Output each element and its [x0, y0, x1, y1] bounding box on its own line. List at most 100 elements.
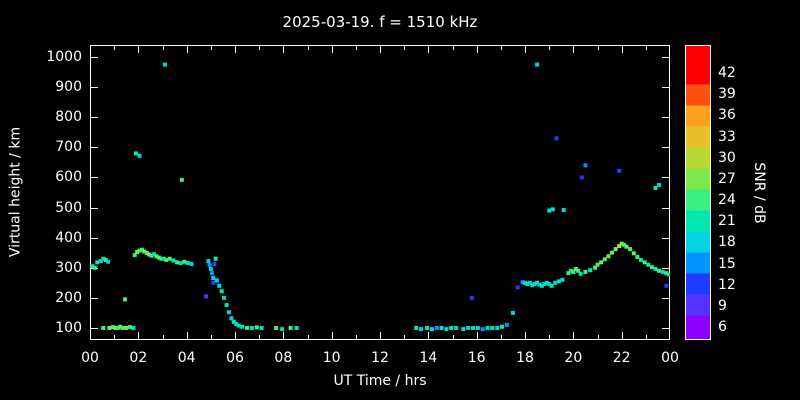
data-point [624, 244, 629, 249]
data-point [520, 280, 525, 285]
data-point [207, 262, 212, 267]
chart-title: 2025-03-19. f = 1510 kHz [282, 13, 478, 31]
data-point [118, 324, 123, 329]
data-point [212, 262, 217, 267]
data-point [471, 325, 476, 330]
data-point [549, 283, 554, 288]
data-point [135, 250, 140, 255]
data-point [132, 253, 137, 258]
colorbar-tick-label: 36 [718, 107, 736, 124]
data-point [666, 272, 671, 277]
data-point [206, 259, 211, 264]
data-point [222, 295, 227, 300]
data-point [504, 322, 509, 327]
data-point [535, 280, 540, 285]
x-tick-label: 12 [371, 350, 389, 366]
data-point [542, 282, 547, 287]
x-tick-label: 20 [564, 350, 583, 366]
data-point [294, 325, 299, 330]
data-point [535, 62, 540, 67]
data-point [606, 254, 611, 259]
x-tick-label: 06 [226, 350, 244, 366]
data-point [583, 269, 588, 274]
colorbar-tick-label: 9 [718, 297, 727, 314]
data-point [178, 261, 183, 266]
data-point [106, 259, 111, 264]
data-point [234, 322, 239, 327]
data-point [628, 247, 633, 252]
scatter-plot [90, 45, 671, 340]
data-point [120, 325, 125, 330]
data-point [101, 256, 106, 261]
data-point [133, 151, 138, 156]
data-point [454, 325, 459, 330]
x-tick-label: 22 [612, 350, 631, 366]
data-point [550, 207, 555, 212]
data-point [274, 325, 279, 330]
data-point [139, 247, 144, 252]
data-point [617, 244, 622, 249]
data-point [259, 325, 264, 330]
data-point [115, 325, 120, 330]
data-point [579, 175, 584, 180]
data-point [434, 325, 439, 330]
x-tick-label: 04 [177, 350, 196, 366]
data-point [544, 280, 549, 285]
data-point [127, 325, 132, 330]
data-point [664, 283, 669, 288]
data-point [419, 327, 424, 332]
data-point [131, 325, 136, 330]
x-tick-label: 00 [81, 350, 99, 366]
data-point [532, 282, 537, 287]
data-point [95, 260, 100, 265]
data-point [617, 168, 622, 173]
data-point [210, 271, 215, 276]
data-point [231, 319, 236, 324]
data-point [639, 257, 643, 262]
data-point [642, 260, 647, 265]
data-point [249, 325, 254, 330]
data-point [444, 327, 449, 332]
data-point [152, 252, 157, 257]
data-point [466, 325, 471, 330]
x-tick-label: 10 [322, 350, 341, 366]
x-tick-label: 02 [129, 350, 148, 366]
y-tick-label: 800 [55, 109, 82, 126]
data-point [211, 275, 216, 280]
y-tick-label: 600 [55, 169, 82, 186]
data-point [566, 271, 571, 276]
data-point [547, 208, 552, 213]
colorbar-tick-label: 30 [718, 149, 736, 166]
data-point [599, 260, 604, 265]
data-point [475, 325, 480, 330]
y-tick-label: 300 [55, 259, 82, 276]
data-point [523, 280, 527, 285]
data-point [576, 268, 581, 273]
data-point [147, 252, 152, 257]
data-point [414, 325, 419, 330]
data-point [485, 325, 490, 330]
data-point [182, 259, 187, 264]
data-point [245, 325, 250, 330]
y-tick-label: 700 [55, 139, 82, 156]
data-point [613, 247, 618, 252]
y-axis-title: Virtual height / km [7, 126, 24, 258]
data-point [154, 254, 159, 259]
data-point [217, 283, 222, 288]
data-point [236, 323, 241, 328]
data-point [573, 266, 578, 271]
data-point [539, 283, 544, 288]
data-point [631, 251, 636, 256]
data-point [595, 262, 600, 267]
colorbar [685, 45, 711, 340]
data-point [164, 257, 169, 262]
data-point [144, 251, 149, 256]
colorbar-tick-label: 27 [718, 170, 736, 187]
colorbar-tick-label: 15 [718, 255, 736, 272]
y-tick-label: 400 [55, 229, 82, 246]
data-point [653, 266, 658, 271]
data-point [142, 249, 147, 254]
data-point [568, 268, 573, 273]
data-point [490, 325, 495, 330]
data-point [602, 257, 607, 262]
